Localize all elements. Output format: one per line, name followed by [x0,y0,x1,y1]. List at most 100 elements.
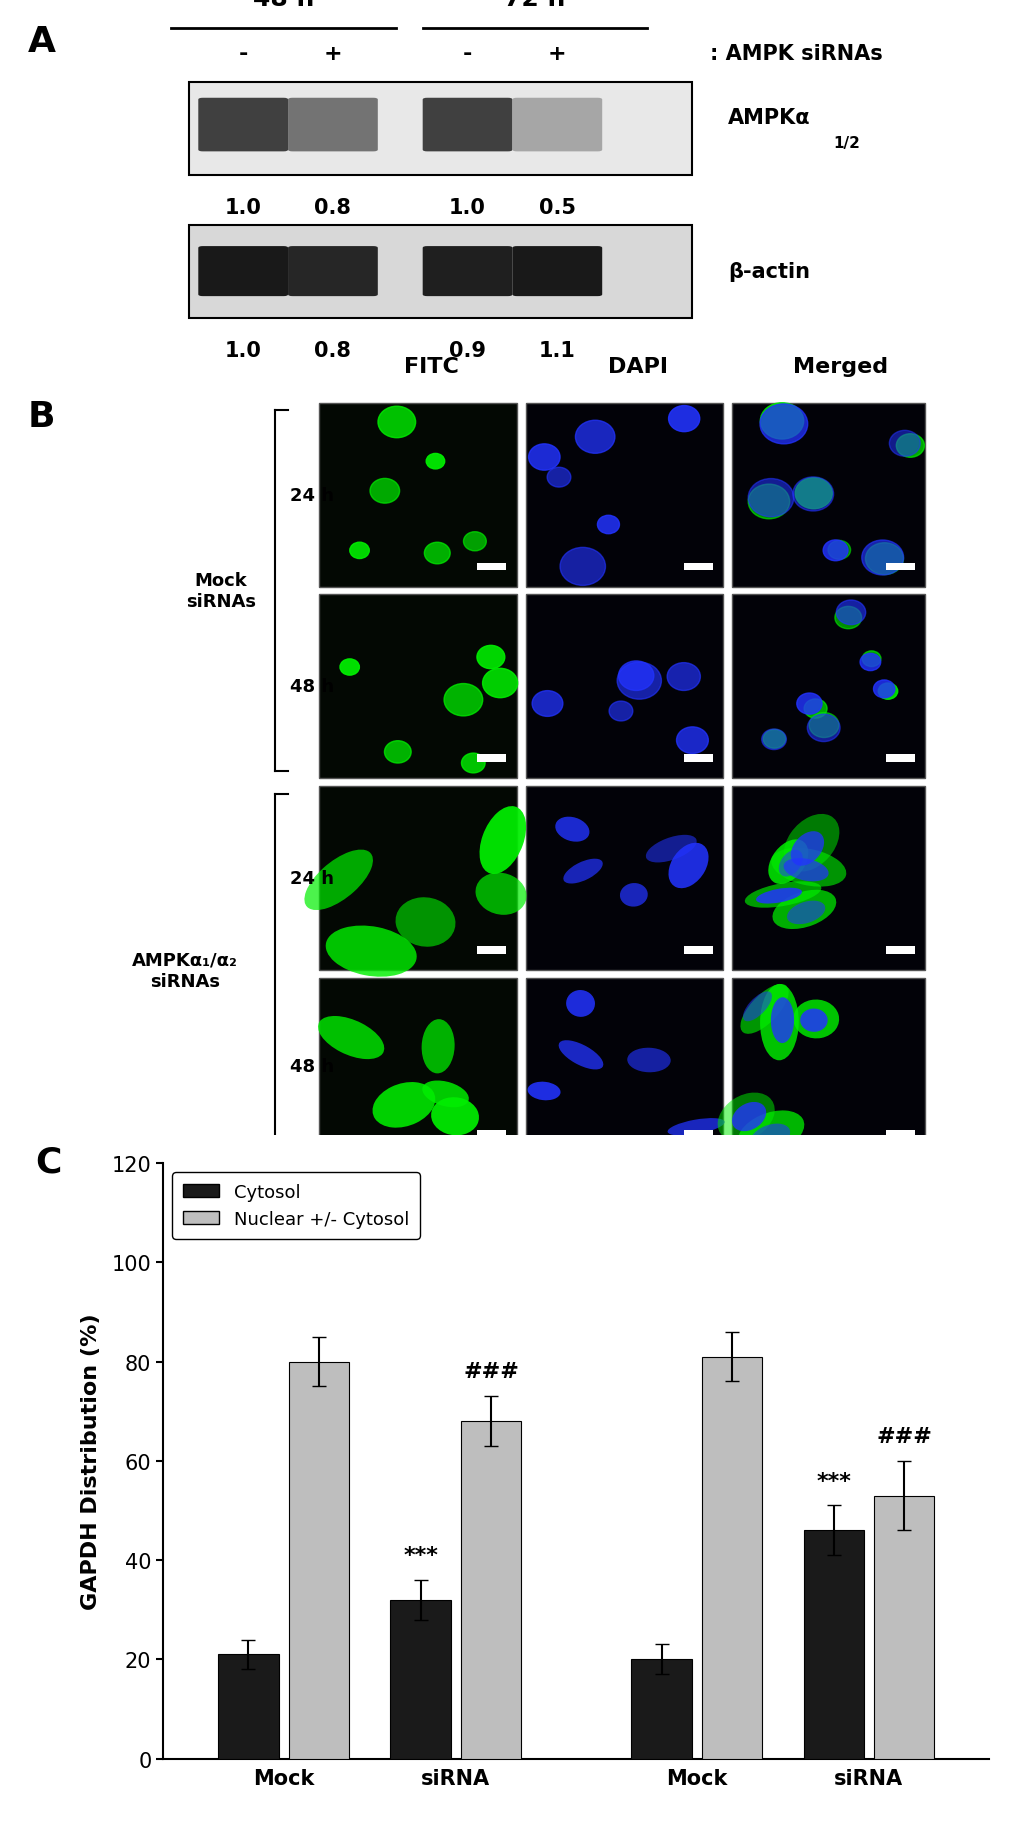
Bar [884,564,914,572]
Text: Mock
siRNAs: Mock siRNAs [185,572,256,610]
Ellipse shape [422,1081,469,1108]
Circle shape [666,663,700,691]
Circle shape [803,700,826,718]
Circle shape [761,729,786,749]
Ellipse shape [770,848,846,887]
Text: ***: *** [815,1471,850,1491]
FancyBboxPatch shape [198,99,287,152]
Bar [884,1130,914,1138]
Bar [683,1130,712,1138]
Ellipse shape [421,1020,454,1074]
Ellipse shape [770,998,793,1044]
Text: C: C [36,1145,62,1180]
Ellipse shape [304,850,373,911]
Bar [884,947,914,954]
Circle shape [616,663,660,700]
Circle shape [872,680,894,698]
Ellipse shape [717,1094,774,1141]
Circle shape [618,661,653,691]
FancyBboxPatch shape [422,247,512,297]
FancyBboxPatch shape [198,247,287,297]
Ellipse shape [667,843,708,889]
Text: AMPKα: AMPKα [728,108,810,128]
Circle shape [667,407,699,432]
Text: FITC: FITC [404,357,459,377]
Circle shape [443,683,482,716]
Text: -: - [238,44,248,64]
Text: 24 h: 24 h [289,870,333,887]
Text: 72 h: 72 h [503,0,565,11]
Ellipse shape [562,859,602,885]
Bar [803,1530,863,1759]
Circle shape [676,727,707,755]
Ellipse shape [787,901,824,925]
Circle shape [426,454,444,469]
Bar [526,595,722,779]
FancyBboxPatch shape [512,99,601,152]
Circle shape [378,407,415,438]
Circle shape [806,714,840,742]
Circle shape [822,540,847,561]
Text: Merged: Merged [792,357,887,377]
Ellipse shape [620,883,647,907]
Bar [477,1130,505,1138]
Ellipse shape [777,850,802,878]
Bar [732,403,924,588]
Text: 1.0: 1.0 [224,341,261,361]
Text: 24 h: 24 h [289,487,333,504]
Text: 48 h: 48 h [289,678,333,696]
Circle shape [792,478,833,511]
Ellipse shape [740,984,788,1035]
Bar [319,595,517,779]
Circle shape [532,691,562,716]
Circle shape [748,480,793,517]
Ellipse shape [750,1125,790,1150]
Text: ***: *** [403,1544,437,1565]
Legend: Cytosol, Nuclear +/- Cytosol: Cytosol, Nuclear +/- Cytosol [172,1172,420,1238]
Bar [732,786,924,971]
Text: 0.8: 0.8 [314,198,351,218]
Ellipse shape [566,991,594,1017]
Ellipse shape [742,991,771,1022]
Bar [701,1358,761,1759]
Ellipse shape [759,984,798,1061]
Ellipse shape [755,889,801,903]
Bar [190,82,691,176]
Y-axis label: GAPDH Distribution (%): GAPDH Distribution (%) [81,1314,101,1608]
Bar [319,786,517,971]
Circle shape [808,713,839,738]
Bar [631,1660,691,1759]
Circle shape [370,480,399,504]
Bar [526,786,722,971]
Bar [884,755,914,762]
Text: 0.9: 0.9 [448,341,486,361]
FancyBboxPatch shape [422,99,512,152]
FancyBboxPatch shape [512,247,601,297]
Text: 0.8: 0.8 [314,341,351,361]
Circle shape [836,601,865,625]
Ellipse shape [666,1119,723,1136]
Ellipse shape [790,832,823,867]
Ellipse shape [645,835,696,863]
Text: 48 h: 48 h [289,1057,333,1075]
Bar [477,564,505,572]
Bar [477,947,505,954]
Ellipse shape [325,925,417,976]
Bar [732,978,924,1154]
Bar [732,595,924,779]
Circle shape [859,654,879,671]
Ellipse shape [793,1000,839,1039]
Ellipse shape [767,839,807,885]
Circle shape [835,606,861,630]
Bar [873,1495,933,1759]
Circle shape [559,548,605,586]
Ellipse shape [783,859,827,881]
Text: 48 h: 48 h [253,0,314,11]
FancyBboxPatch shape [287,99,377,152]
Circle shape [461,753,485,773]
Circle shape [864,544,903,575]
Bar [683,947,712,954]
Text: ###: ### [875,1425,931,1445]
Bar [190,225,691,319]
Ellipse shape [479,806,526,874]
